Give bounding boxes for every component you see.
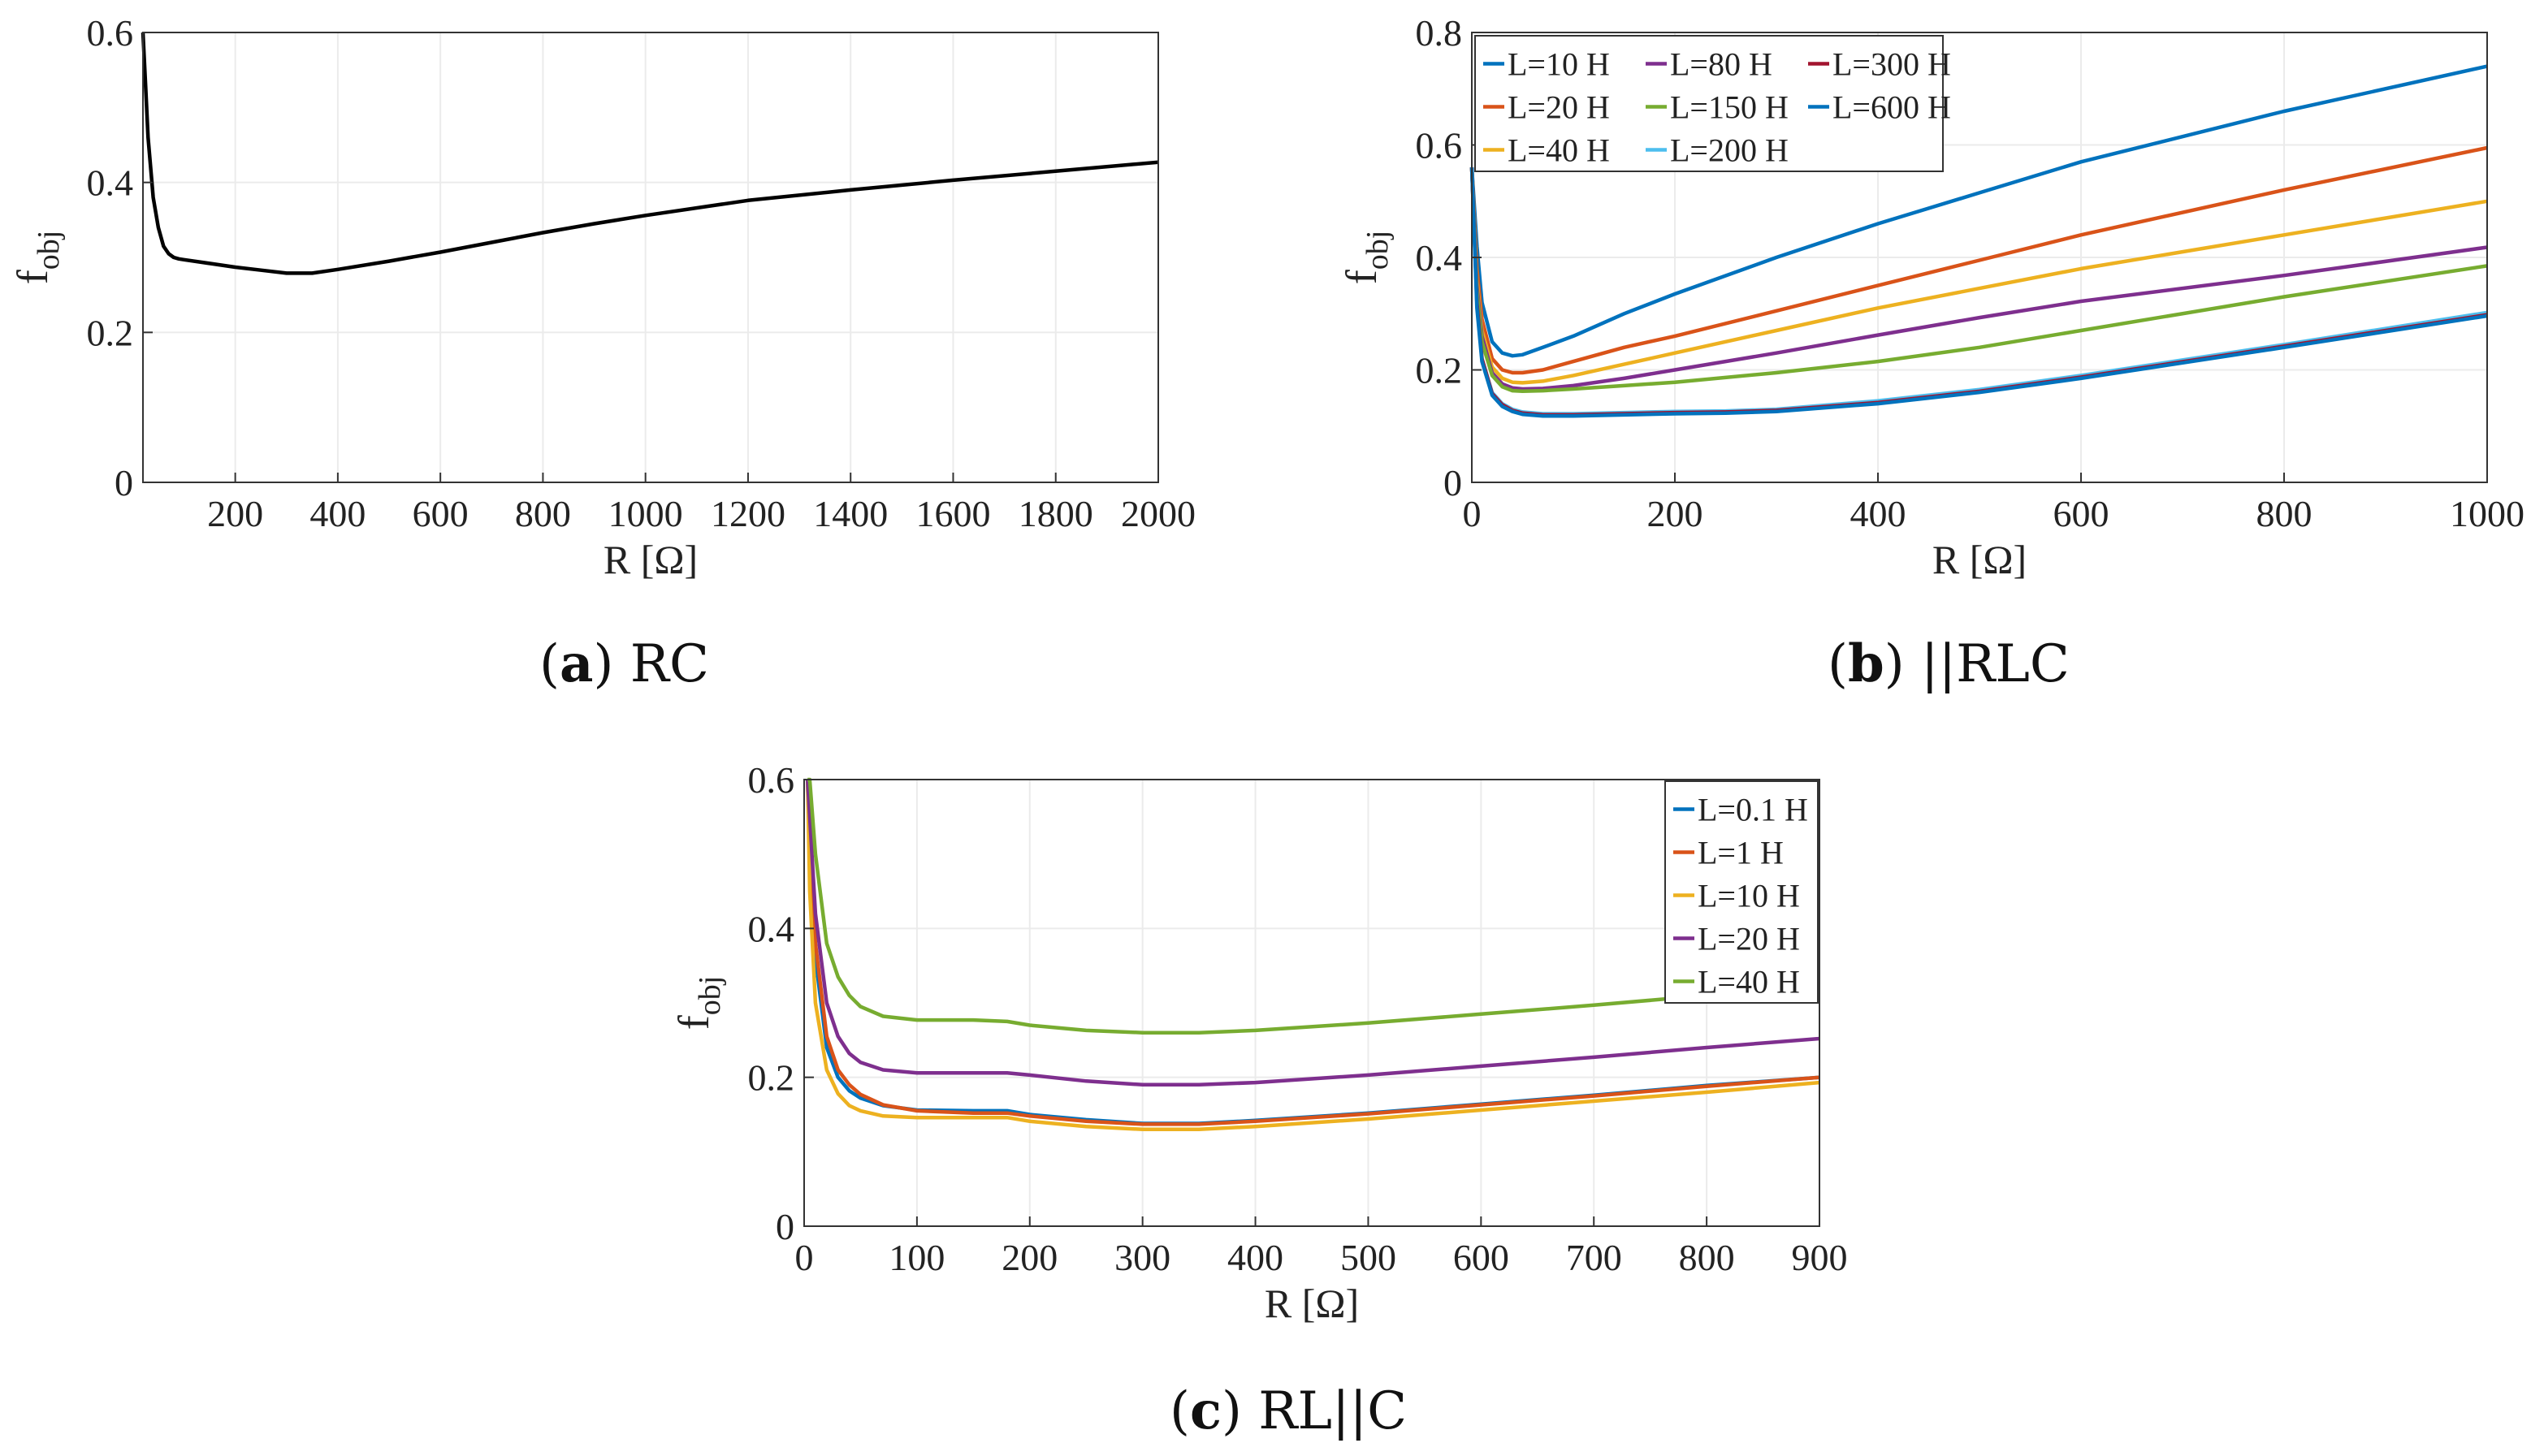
x-tick-label: 600 xyxy=(1453,1237,1509,1278)
y-tick-label: 0.2 xyxy=(87,312,134,353)
x-tick-label: 700 xyxy=(1566,1237,1622,1278)
x-tick-label: 900 xyxy=(1792,1237,1848,1278)
x-tick-label: 600 xyxy=(413,493,469,534)
legend-box xyxy=(1664,780,1819,1004)
y-axis-label: fobj xyxy=(669,976,727,1030)
caption-b-label: b xyxy=(1847,633,1884,694)
x-tick-label: 800 xyxy=(2256,493,2313,534)
legend-entry: L=20 H xyxy=(1698,921,1800,957)
legend-entry: L=200 H xyxy=(1670,132,1789,169)
x-axis-label: R [Ω] xyxy=(1265,1281,1359,1326)
axes-box-a xyxy=(142,32,1159,483)
x-tick-label: 200 xyxy=(207,493,263,534)
y-tick-label: 0.4 xyxy=(87,162,134,204)
y-tick-label: 0.2 xyxy=(1416,350,1463,391)
legend-entry: L=40 H xyxy=(1508,132,1610,169)
caption-c-text: RL||C xyxy=(1258,1381,1408,1441)
y-tick-label: 0.4 xyxy=(1416,237,1463,279)
x-tick-label: 1800 xyxy=(1019,493,1093,534)
y-tick-label: 0 xyxy=(1443,462,1462,503)
chart-b: 0 200 400 600 800 1000 0 0.2 0.4 0.6 0.8 R [Ω] fobj L… xyxy=(1337,12,2525,582)
x-axis-label: R [Ω] xyxy=(604,537,698,582)
legend-c: L=0.1 H L=1 H L=10 H L=20 H L=40 H xyxy=(1664,780,1819,1004)
caption-c-label: c xyxy=(1189,1380,1222,1441)
series-line-b-2 xyxy=(1469,167,2488,385)
chart-a: 200 400 600 800 1000 1200 1400 1600 1800 2000 0 0.2… xyxy=(8,12,1196,582)
series-line-b-4 xyxy=(1469,167,2488,394)
x-tick-label: 2000 xyxy=(1121,493,1196,534)
series-line-c-1 xyxy=(805,779,1820,1126)
caption-c: (c) RL||C xyxy=(1170,1380,1408,1441)
series-line-c-3 xyxy=(805,779,1820,1087)
x-tick-label: 500 xyxy=(1340,1237,1396,1278)
legend-entry: L=600 H xyxy=(1832,89,1951,126)
y-axis-label: fobj xyxy=(8,231,66,285)
caption-b: (b) ||RLC xyxy=(1828,633,2070,694)
y-tick-label: 0.6 xyxy=(748,759,795,801)
x-tick-label: 0 xyxy=(795,1237,814,1278)
legend-entry: L=0.1 H xyxy=(1698,792,1808,828)
x-tick-label: 1000 xyxy=(608,493,683,534)
legend-entry: L=10 H xyxy=(1508,46,1610,83)
chart-c: 0 100 200 300 400 500 600 700 800 900 0 0.2 0.4 0.6 R … xyxy=(669,759,1848,1326)
x-tick-label: 300 xyxy=(1114,1237,1170,1278)
legend-entry: L=40 H xyxy=(1698,964,1800,1000)
series-line-b-1 xyxy=(1469,145,2488,375)
x-axis-label: R [Ω] xyxy=(1932,537,2027,582)
x-tick-label: 1200 xyxy=(711,493,785,534)
caption-a-text: RC xyxy=(630,634,709,694)
y-tick-label: 0.2 xyxy=(748,1057,795,1099)
legend-entry: L=20 H xyxy=(1508,89,1610,126)
y-tick-label: 0.6 xyxy=(87,12,134,54)
legend-entry: L=150 H xyxy=(1670,89,1789,126)
x-tick-label: 400 xyxy=(1850,493,1906,534)
series-line-b-3 xyxy=(1469,167,2488,391)
y-tick-label: 0 xyxy=(115,462,133,503)
x-tick-label: 100 xyxy=(889,1237,945,1278)
x-tick-label: 600 xyxy=(2053,493,2109,534)
axes-box-c xyxy=(803,779,1820,1227)
legend-entry: L=80 H xyxy=(1670,46,1772,83)
series-line-c-2 xyxy=(805,779,1820,1132)
legend-entry: L=10 H xyxy=(1698,878,1800,914)
legend-entry: L=1 H xyxy=(1698,835,1784,871)
legend-b: L=10 H L=20 H L=40 H L=80 H L=150 H L=200 H L=… xyxy=(1474,35,1951,172)
series-line-b-7 xyxy=(1469,167,2488,418)
y-tick-label: 0.4 xyxy=(748,908,795,949)
x-tick-label: 800 xyxy=(1679,1237,1735,1278)
caption-b-text: ||RLC xyxy=(1921,634,2070,694)
x-tick-label: 1400 xyxy=(813,493,888,534)
legend-entry: L=300 H xyxy=(1832,46,1951,83)
y-tick-label: 0.8 xyxy=(1416,12,1463,54)
series-line-a-0 xyxy=(141,32,1159,275)
legend-box xyxy=(1474,35,1944,172)
series-line-b-0 xyxy=(1469,64,2488,358)
series-line-c-4 xyxy=(807,777,1820,1035)
y-tick-label: 0.6 xyxy=(1416,125,1463,166)
x-tick-label: 200 xyxy=(1002,1237,1058,1278)
x-tick-label: 1600 xyxy=(915,493,990,534)
caption-a: (a) RC xyxy=(539,633,709,694)
x-tick-label: 800 xyxy=(515,493,571,534)
caption-a-label: a xyxy=(559,633,594,694)
x-tick-label: 400 xyxy=(309,493,366,534)
x-tick-label: 400 xyxy=(1227,1237,1283,1278)
y-axis-label: fobj xyxy=(1337,231,1395,285)
x-tick-label: 200 xyxy=(1647,493,1703,534)
y-tick-label: 0 xyxy=(776,1206,794,1247)
x-tick-label: 1000 xyxy=(2450,493,2525,534)
x-tick-label: 0 xyxy=(1463,493,1482,534)
